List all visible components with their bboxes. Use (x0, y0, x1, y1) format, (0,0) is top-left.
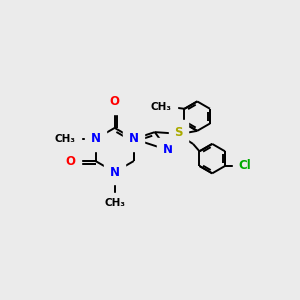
Text: N: N (163, 143, 173, 157)
Text: S: S (174, 126, 183, 139)
Text: CH₃: CH₃ (150, 102, 171, 112)
Text: O: O (65, 154, 75, 167)
Text: N: N (91, 133, 100, 146)
Text: N: N (129, 133, 139, 146)
Text: CH₃: CH₃ (54, 134, 75, 144)
Text: O: O (110, 95, 120, 108)
Text: CH₃: CH₃ (104, 198, 125, 208)
Text: N: N (110, 166, 120, 178)
Text: Cl: Cl (239, 160, 251, 172)
